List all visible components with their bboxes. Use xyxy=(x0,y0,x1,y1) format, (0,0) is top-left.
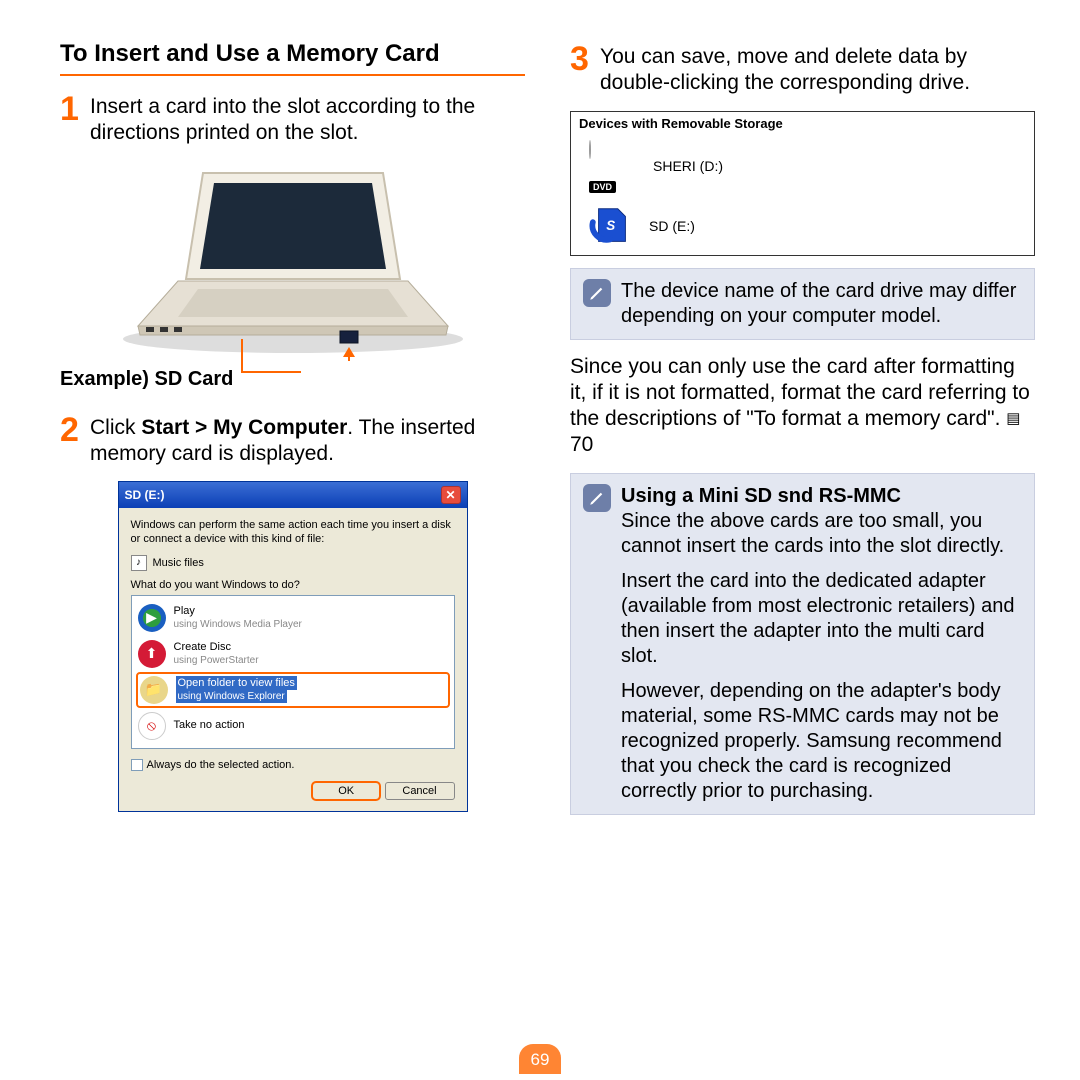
format-ref-num: 70 xyxy=(570,433,593,456)
folder-icon: 📁 xyxy=(140,676,168,704)
page-number-badge: 69 xyxy=(519,1044,561,1074)
svg-text:S: S xyxy=(606,217,615,232)
cancel-button[interactable]: Cancel xyxy=(385,782,455,800)
laptop-figure xyxy=(60,161,525,361)
item-sub: using Windows Explorer xyxy=(176,690,287,703)
item-sub: using PowerStarter xyxy=(174,655,259,666)
music-file-icon: ♪ xyxy=(131,555,147,571)
device-row-sd[interactable]: S SD (E:) xyxy=(571,197,1034,255)
step2-pre: Click xyxy=(90,416,141,439)
checkbox-icon[interactable] xyxy=(131,759,143,771)
device-label: SHERI (D:) xyxy=(653,158,723,174)
step-2: 2 Click Start > My Computer. The inserte… xyxy=(60,415,525,468)
list-item-selected[interactable]: 📁 Open folder to view files using Window… xyxy=(136,672,450,708)
format-text: Since you can only use the card after fo… xyxy=(570,355,1030,431)
step-text: You can save, move and delete data by do… xyxy=(600,44,1035,97)
close-icon[interactable]: ✕ xyxy=(441,486,461,504)
no-action-icon: ⦸ xyxy=(138,712,166,740)
laptop-icon xyxy=(108,161,478,361)
list-item[interactable]: ⦸ Take no action xyxy=(136,708,450,744)
file-type-row: ♪ Music files xyxy=(131,555,455,571)
note-mini-sd: Using a Mini SD snd RS-MMC Since the abo… xyxy=(570,473,1035,815)
figure-caption: Example) SD Card xyxy=(60,368,233,391)
dialog-prompt: What do you want Windows to do? xyxy=(131,579,455,591)
format-paragraph: Since you can only use the card after fo… xyxy=(570,354,1035,459)
list-item[interactable]: ▶ Play using Windows Media Player xyxy=(136,600,450,636)
checkbox-label: Always do the selected action. xyxy=(147,759,295,771)
step-number: 2 xyxy=(60,415,82,468)
autoplay-dialog: SD (E:) ✕ Windows can perform the same a… xyxy=(118,481,468,812)
devices-header: Devices with Removable Storage xyxy=(571,112,1034,135)
list-item[interactable]: ⬆ Create Disc using PowerStarter xyxy=(136,636,450,672)
section-title: To Insert and Use a Memory Card xyxy=(60,40,525,76)
disc-icon: ⬆ xyxy=(138,640,166,668)
item-label: Create Disc xyxy=(174,641,231,653)
step-text: Insert a card into the slot according to… xyxy=(90,94,525,147)
item-label: Take no action xyxy=(174,719,245,731)
step-3: 3 You can save, move and delete data by … xyxy=(570,44,1035,97)
always-checkbox-row[interactable]: Always do the selected action. xyxy=(131,759,455,771)
ok-button[interactable]: OK xyxy=(311,781,381,801)
item-label: Open folder to view files xyxy=(176,676,297,690)
caption-connector xyxy=(241,339,301,373)
note2-p1: Since the above cards are too small, you… xyxy=(621,510,1004,557)
step2-bold: Start > My Computer xyxy=(141,416,347,439)
step-number: 3 xyxy=(570,44,592,97)
note2-p3: However, depending on the adapter's body… xyxy=(621,679,1022,804)
dialog-title: SD (E:) xyxy=(125,488,165,502)
step-1: 1 Insert a card into the slot according … xyxy=(60,94,525,147)
sd-card-icon: S xyxy=(589,203,635,249)
action-listbox[interactable]: ▶ Play using Windows Media Player ⬆ Crea… xyxy=(131,595,455,749)
dvd-badge: DVD xyxy=(589,181,616,193)
page-ref-icon: ▤ xyxy=(1006,410,1020,427)
dialog-titlebar: SD (E:) ✕ xyxy=(119,482,467,508)
dvd-drive-icon: DVD xyxy=(589,141,639,191)
step-number: 1 xyxy=(60,94,82,147)
note2-title: Using a Mini SD snd RS-MMC xyxy=(621,485,901,507)
file-type-label: Music files xyxy=(153,557,204,569)
play-icon: ▶ xyxy=(138,604,166,632)
note2-p2: Insert the card into the dedicated adapt… xyxy=(621,569,1022,669)
device-row-dvd[interactable]: DVD SHERI (D:) xyxy=(571,135,1034,197)
devices-panel: Devices with Removable Storage DVD SHERI… xyxy=(570,111,1035,256)
dialog-intro: Windows can perform the same action each… xyxy=(131,518,455,547)
step-text: Click Start > My Computer. The inserted … xyxy=(90,415,525,468)
note-text: The device name of the card drive may di… xyxy=(621,279,1022,329)
device-label: SD (E:) xyxy=(649,218,695,234)
pencil-icon xyxy=(583,484,611,512)
item-sub: using Windows Media Player xyxy=(174,619,302,630)
item-label: Play xyxy=(174,605,195,617)
pencil-icon xyxy=(583,279,611,307)
note-device-name: The device name of the card drive may di… xyxy=(570,268,1035,340)
figure-caption-row: Example) SD Card xyxy=(60,357,525,391)
